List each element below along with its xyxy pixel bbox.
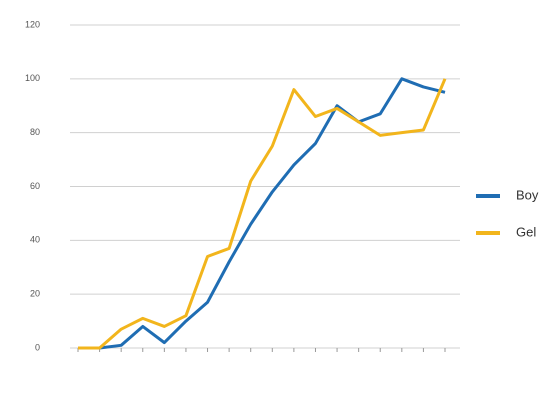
y-tick-label: 40	[30, 235, 40, 245]
legend: Boy Gel	[476, 187, 539, 239]
legend-label: Boy	[516, 187, 539, 202]
y-tick-label: 60	[30, 181, 40, 191]
y-tick-label: 20	[30, 289, 40, 299]
y-tick-label: 100	[25, 73, 40, 83]
y-tick-label: 0	[35, 342, 40, 352]
series-line	[78, 78, 447, 350]
y-tick-label: 120	[25, 19, 40, 29]
series-line	[78, 77, 446, 350]
y-tick-label: 80	[30, 127, 40, 137]
legend-label: Gel	[516, 224, 536, 239]
